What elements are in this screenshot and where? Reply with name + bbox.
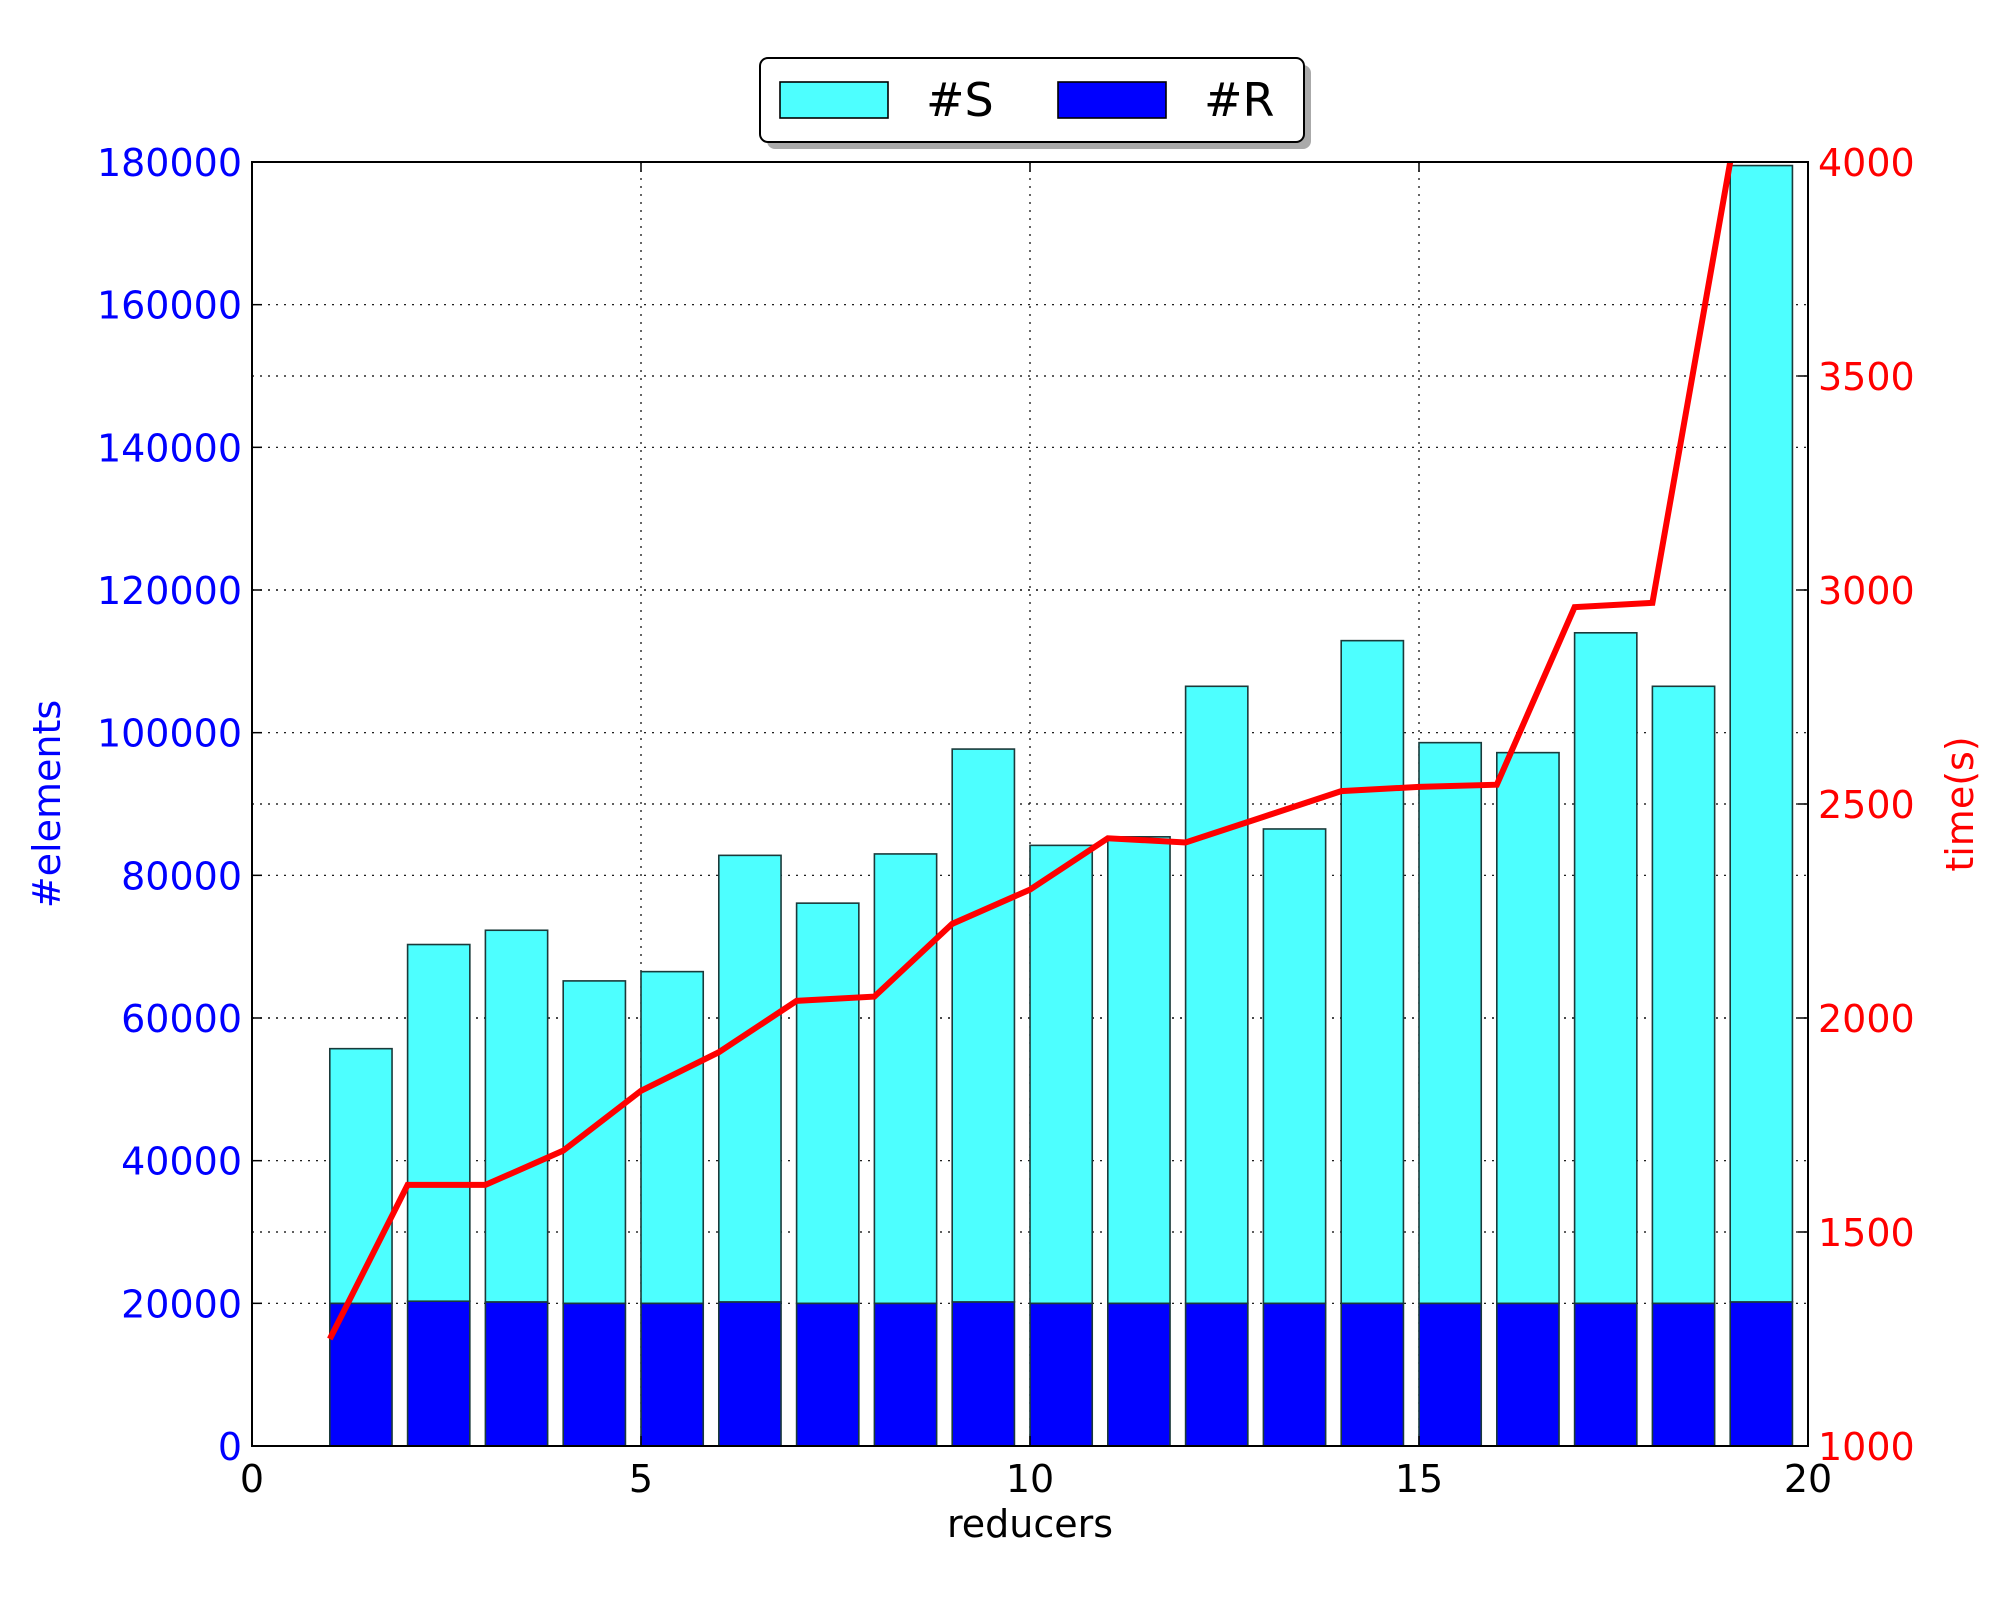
bar-R-11 bbox=[1107, 1302, 1171, 1447]
bar-S-10 bbox=[1029, 844, 1094, 1305]
y-tick-label: 140000 bbox=[97, 426, 242, 470]
bar-R-12 bbox=[1184, 1302, 1249, 1447]
y-axis-ticks: 0 20000 40000 60000 80000 100000 120000 140000 1… bbox=[97, 141, 262, 1469]
bar-S-3 bbox=[484, 929, 549, 1303]
legend-box bbox=[759, 57, 1305, 143]
y2-tick-label: 1000 bbox=[1818, 1425, 1915, 1469]
bar-S-9 bbox=[951, 748, 1016, 1303]
bar-S-12 bbox=[1184, 685, 1249, 1305]
y-tick-label: 20000 bbox=[121, 1282, 242, 1326]
y-tick-label: 100000 bbox=[97, 712, 242, 756]
y-axis-label: #elements bbox=[25, 700, 69, 908]
y2-tick-label: 4000 bbox=[1818, 141, 1915, 185]
bar-S-13 bbox=[1262, 828, 1327, 1305]
bar-R-13 bbox=[1262, 1302, 1327, 1447]
y2-axis-label: time(s) bbox=[1938, 736, 1982, 871]
y-tick-label: 80000 bbox=[121, 854, 242, 898]
bar-S-16 bbox=[1496, 751, 1560, 1305]
x-tick-label: 5 bbox=[629, 1457, 653, 1501]
bar-R-6 bbox=[717, 1301, 782, 1447]
y2-axis-ticks: 1000 1500 2000 2500 3000 3500 4000 bbox=[1798, 141, 1915, 1469]
legend-label-S: #S bbox=[926, 73, 994, 127]
bar-S-5 bbox=[640, 970, 705, 1305]
bar-S-19 bbox=[1729, 164, 1794, 1303]
bar-S-17 bbox=[1573, 631, 1638, 1305]
bar-R-19 bbox=[1729, 1301, 1794, 1447]
bar-S-14 bbox=[1340, 639, 1405, 1305]
bar-S-11 bbox=[1107, 836, 1171, 1305]
y2-tick-label: 3500 bbox=[1818, 355, 1915, 399]
legend: #S #R bbox=[759, 57, 1311, 149]
bar-R-14 bbox=[1340, 1302, 1405, 1447]
bars bbox=[328, 164, 1794, 1447]
bar-S-7 bbox=[795, 902, 860, 1305]
bar-S-8 bbox=[873, 853, 938, 1305]
x-tick-label: 10 bbox=[1006, 1457, 1054, 1501]
legend-label-R: #R bbox=[1204, 73, 1275, 127]
bar-R-15 bbox=[1418, 1302, 1483, 1447]
y-tick-label: 160000 bbox=[97, 284, 242, 328]
time-series-line bbox=[327, 161, 1734, 1341]
bar-R-2 bbox=[406, 1300, 471, 1447]
y-tick-label: 0 bbox=[218, 1425, 242, 1469]
bar-R-10 bbox=[1029, 1302, 1094, 1447]
y2-tick-label: 2000 bbox=[1818, 997, 1915, 1041]
bar-R-16 bbox=[1496, 1302, 1560, 1447]
y-tick-label: 60000 bbox=[121, 997, 242, 1041]
time-line bbox=[327, 161, 1734, 1341]
bar-S-2 bbox=[406, 943, 471, 1302]
bar-S-6 bbox=[717, 854, 782, 1303]
y-tick-label: 40000 bbox=[121, 1140, 242, 1184]
y2-tick-label: 3000 bbox=[1818, 569, 1915, 613]
x-tick-label: 20 bbox=[1784, 1457, 1832, 1501]
bar-R-4 bbox=[562, 1302, 627, 1447]
y2-tick-label: 1500 bbox=[1818, 1211, 1915, 1255]
bar-R-7 bbox=[795, 1302, 860, 1447]
bar-R-17 bbox=[1573, 1302, 1638, 1447]
bar-R-5 bbox=[640, 1302, 705, 1447]
x-tick-label: 0 bbox=[240, 1457, 264, 1501]
bar-R-3 bbox=[484, 1301, 549, 1447]
bar-S-15 bbox=[1418, 741, 1483, 1305]
bar-S-1 bbox=[328, 1047, 393, 1305]
x-axis-label: reducers bbox=[947, 1502, 1113, 1546]
x-tick-label: 15 bbox=[1395, 1457, 1443, 1501]
bar-R-8 bbox=[873, 1302, 938, 1447]
bar-S-18 bbox=[1651, 685, 1716, 1305]
bar-R-1 bbox=[328, 1302, 393, 1447]
y-tick-label: 120000 bbox=[97, 569, 242, 613]
y2-tick-label: 2500 bbox=[1818, 783, 1915, 827]
legend-swatch-S bbox=[779, 81, 889, 119]
bar-R-9 bbox=[951, 1301, 1016, 1447]
x-axis-ticks: 0 5 10 15 20 bbox=[240, 162, 1832, 1501]
y-tick-label: 180000 bbox=[97, 141, 242, 185]
legend-swatch-R bbox=[1057, 81, 1167, 119]
bar-R-18 bbox=[1651, 1302, 1716, 1447]
